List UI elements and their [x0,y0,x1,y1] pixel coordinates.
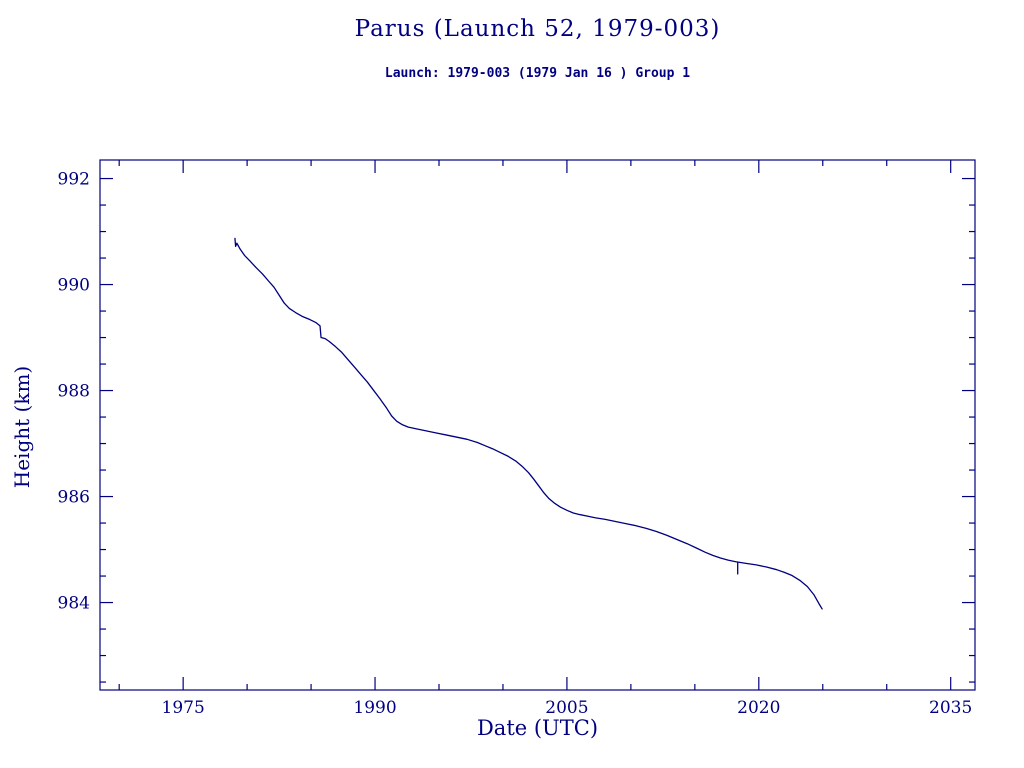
x-tick-label: 2020 [737,698,780,718]
x-tick-label: 1990 [353,698,396,718]
x-tick-label: 1975 [162,698,205,718]
x-tick-label: 2005 [545,698,588,718]
y-tick-label: 984 [58,594,90,614]
y-tick-label: 992 [58,170,90,190]
y-tick-label: 988 [58,382,90,402]
y-tick-label: 986 [58,488,90,508]
x-tick-label: 2035 [929,698,972,718]
y-tick-label: 990 [58,276,90,296]
series-height-km [234,237,823,610]
plot-border [99,159,976,691]
chart-title: Parus (Launch 52, 1979-003) [354,16,721,42]
axes [99,159,976,691]
x-axis-label: Date (UTC) [476,716,599,740]
tick-labels: 1975 1990 2005 2020 2035 984 986 988 990 992 [58,170,973,718]
chart-subtitle: Launch: 1979-003 (1979 Jan 16 ) Group 1 [384,66,691,81]
